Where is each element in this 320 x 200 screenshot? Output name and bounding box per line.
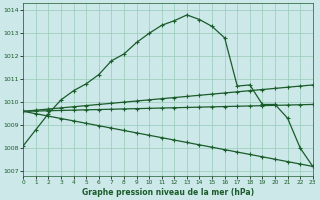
X-axis label: Graphe pression niveau de la mer (hPa): Graphe pression niveau de la mer (hPa) (82, 188, 254, 197)
